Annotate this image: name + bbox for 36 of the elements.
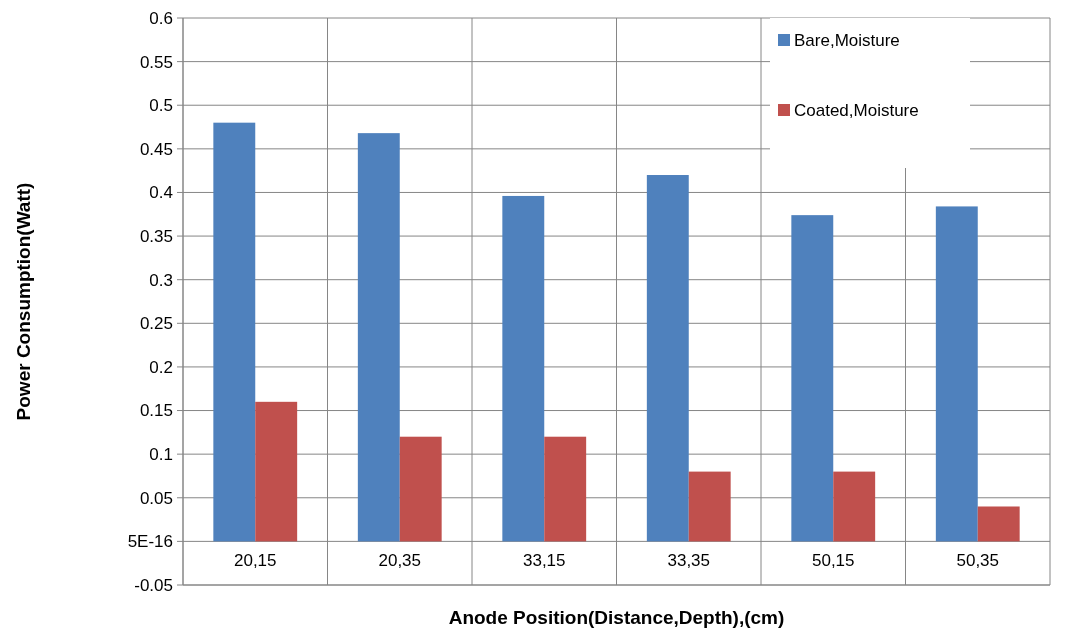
legend-label: Bare,Moisture [794,30,900,50]
x-tick-label: 33,35 [667,551,711,571]
bar [502,195,545,542]
bar [544,436,587,542]
y-tick-label: 0.55 [139,52,173,72]
x-tick-label: 33,15 [522,551,566,571]
bar [688,471,731,542]
y-tick-label: 0.1 [149,445,173,465]
bar [357,133,400,542]
y-tick-label: 0.35 [139,227,173,247]
y-tick-label: 0.3 [149,270,173,290]
y-tick-label: 0.15 [139,401,173,421]
x-tick-label: 50,35 [956,551,1000,571]
y-axis-title: Power Consumption(Watt) [13,182,34,421]
x-axis-title: Anode Position(Distance,Depth),(cm) [448,607,785,628]
y-tick-label: 0.25 [139,314,173,334]
y-tick-label: 0.2 [149,357,173,377]
bar [935,206,978,542]
bar [255,401,298,542]
x-tick-label: 50,15 [811,551,855,571]
y-tick-label: 5E-16 [127,532,173,552]
y-tick-label: 0.6 [149,8,173,28]
y-tick-label: 0.5 [149,96,173,116]
y-tick-label: 0.4 [149,183,173,203]
y-tick-label: -0.05 [134,575,173,595]
bar [791,215,834,542]
bar [399,436,442,542]
bar [977,506,1020,542]
x-tick-label: 20,35 [378,551,422,571]
y-tick-label: 0.05 [139,488,173,508]
bar [833,471,876,542]
legend-label: Coated,Moisture [794,100,919,120]
x-tick-label: 20,15 [233,551,277,571]
y-tick-label: 0.45 [139,139,173,159]
bar [213,122,256,542]
bar [646,175,689,542]
